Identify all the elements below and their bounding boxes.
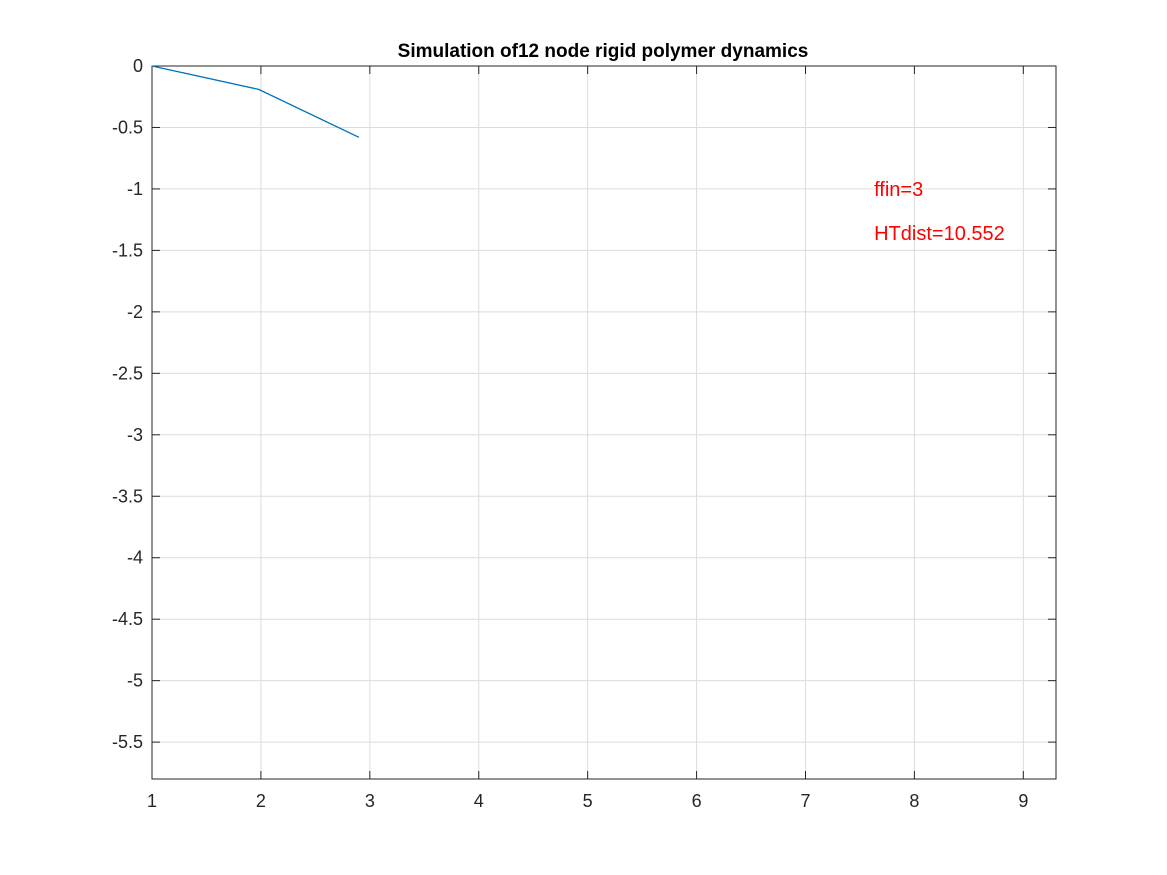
x-tick-label: 2 — [256, 791, 266, 811]
x-tick-labels: 1 2 3 4 5 6 7 8 9 — [147, 791, 1028, 811]
annotation-label: ffin=3 — [874, 179, 923, 201]
x-tick-label: 4 — [474, 791, 484, 811]
annotation-label: HTdist=10.552 — [874, 223, 1005, 245]
x-tick-label: 8 — [909, 791, 919, 811]
y-tick-label: -1.5 — [112, 240, 143, 260]
tick-marks — [151, 65, 1056, 779]
x-tick-label: 3 — [365, 791, 375, 811]
y-tick-label: -2 — [127, 302, 143, 322]
annotations: ffin=3 HTdist=10.552 — [874, 179, 1005, 245]
y-tick-label: -5 — [127, 671, 143, 691]
y-tick-label: -3.5 — [112, 486, 143, 506]
y-tick-label: -0.5 — [112, 117, 143, 137]
chart-title: Simulation of12 node rigid polymer dynam… — [398, 41, 809, 62]
series-group — [151, 65, 360, 138]
axes-box — [151, 65, 1057, 780]
series-line — [151, 65, 360, 138]
y-tick-label: -4.5 — [112, 609, 143, 629]
y-tick-label: 0 — [133, 56, 143, 76]
x-tick-label: 1 — [147, 791, 157, 811]
x-tick-label: 5 — [583, 791, 593, 811]
y-tick-label: -1 — [127, 179, 143, 199]
x-tick-label: 9 — [1018, 791, 1028, 811]
y-tick-labels: 0 -0.5 -1 -1.5 -2 -2.5 -3 -3.5 -4 -4.5 -5 -5.5 — [112, 56, 143, 752]
y-tick-label: -4 — [127, 548, 143, 568]
y-tick-label: -3 — [127, 425, 143, 445]
grid — [151, 65, 1056, 779]
x-tick-label: 7 — [800, 791, 810, 811]
y-tick-label: -2.5 — [112, 363, 143, 383]
x-tick-label: 6 — [692, 791, 702, 811]
y-tick-label: -5.5 — [112, 732, 143, 752]
